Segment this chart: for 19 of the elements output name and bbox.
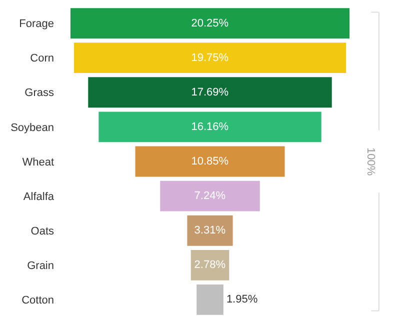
- data-label: 19.75%: [191, 52, 229, 64]
- category-label: Soybean: [10, 122, 54, 134]
- data-label: 3.31%: [194, 224, 226, 237]
- data-label: 1.95%: [226, 294, 258, 306]
- category-label: Forage: [19, 18, 54, 30]
- category-label: Oats: [30, 225, 54, 238]
- text: 100%: [364, 148, 376, 176]
- category-label: Grass: [24, 87, 54, 100]
- data-label: 16.16%: [191, 120, 229, 133]
- data-label: 20.25%: [191, 17, 229, 30]
- data-label: 10.85%: [191, 156, 229, 168]
- data-label: 2.78%: [194, 259, 226, 272]
- category-label: Wheat: [22, 156, 54, 168]
- category-label: Cotton: [22, 294, 54, 307]
- category-label: Corn: [30, 52, 54, 65]
- data-label: 7.24%: [194, 190, 226, 202]
- category-label: Alfalfa: [23, 190, 55, 203]
- data-label: 17.69%: [191, 86, 229, 98]
- category-label: Grain: [27, 260, 54, 272]
